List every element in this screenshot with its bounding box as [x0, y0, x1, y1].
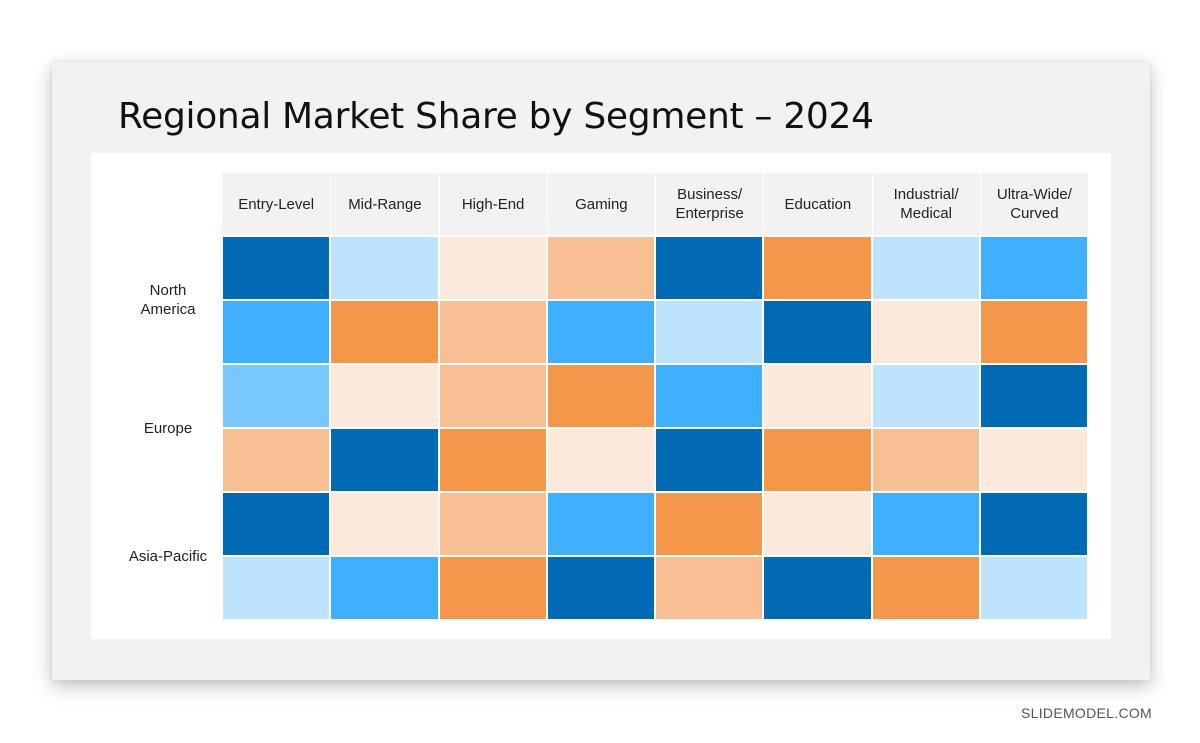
column-header: Entry-Level: [222, 173, 331, 235]
heatmap-cell: [871, 428, 980, 492]
heatmap-cell: [546, 492, 655, 556]
heatmap-cell: [979, 492, 1088, 556]
column-header-label: High-End: [461, 195, 525, 213]
heatmap-cell: [546, 428, 655, 492]
row-label-text: Europe: [143, 419, 193, 437]
heatmap-cell: [979, 236, 1088, 300]
heatmap-cell: [655, 492, 764, 556]
heatmap-cell: [222, 236, 331, 300]
column-header-label: Education: [784, 195, 852, 213]
heatmap-cell: [438, 364, 547, 428]
heatmap-cell: [330, 364, 439, 428]
heatmap-cell: [330, 300, 439, 364]
heatmap-cell: [222, 300, 331, 364]
column-header-label: Business/ Enterprise: [675, 186, 744, 222]
heatmap-cell: [763, 300, 872, 364]
heatmap-cell: [871, 236, 980, 300]
row-label-text: North America: [140, 282, 196, 318]
row-label-text: Asia-Pacific: [128, 547, 208, 565]
heatmap-cell: [655, 556, 764, 620]
heatmap-cell: [222, 364, 331, 428]
heatmap-cell: [655, 428, 764, 492]
column-header-label: Entry-Level: [238, 195, 315, 213]
column-header-label: Gaming: [575, 195, 628, 213]
heatmap-cell: [979, 364, 1088, 428]
heatmap-cell: [438, 236, 547, 300]
heatmap-cell: [871, 492, 980, 556]
column-header: Gaming: [547, 173, 655, 235]
heatmap-cell: [222, 556, 331, 620]
heatmap-cell: [763, 556, 872, 620]
watermark: SLIDEMODEL.COM: [1021, 705, 1152, 721]
column-header-label: Ultra-Wide/ Curved: [996, 186, 1072, 222]
heatmap-cell: [655, 300, 764, 364]
heatmap-cell: [330, 556, 439, 620]
row-label: North America: [108, 236, 228, 364]
heatmap-cell: [871, 300, 980, 364]
column-header: Ultra-Wide/ Curved: [980, 173, 1088, 235]
heatmap-cell: [438, 428, 547, 492]
column-header: High-End: [439, 173, 547, 235]
heatmap-cell: [871, 364, 980, 428]
heatmap-cell: [763, 364, 872, 428]
heatmap-cell: [655, 364, 764, 428]
column-header: Business/ Enterprise: [656, 173, 764, 235]
heatmap-cell: [222, 428, 331, 492]
row-label: Asia-Pacific: [108, 492, 228, 620]
heatmap-cell: [330, 492, 439, 556]
row-label: Europe: [108, 364, 228, 492]
heatmap-cell: [546, 236, 655, 300]
heatmap-cell: [546, 556, 655, 620]
heatmap-cell: [763, 492, 872, 556]
heatmap-cell: [979, 556, 1088, 620]
column-header: Industrial/ Medical: [872, 173, 980, 235]
heatmap-cell: [979, 300, 1088, 364]
heatmap-cell: [330, 236, 439, 300]
heatmap-cell: [438, 300, 547, 364]
heatmap-cell: [438, 492, 547, 556]
heatmap-cell: [655, 236, 764, 300]
heatmap-cell: [222, 492, 331, 556]
column-header: Education: [764, 173, 872, 235]
heatmap-cell: [438, 556, 547, 620]
column-header: Mid-Range: [331, 173, 439, 235]
heatmap-cell: [763, 428, 872, 492]
chart-title: Regional Market Share by Segment – 2024: [118, 96, 874, 137]
heatmap-cell: [763, 236, 872, 300]
heatmap-cell: [546, 300, 655, 364]
heatmap-cell: [871, 556, 980, 620]
heatmap-cell: [330, 428, 439, 492]
heatmap-cell: [546, 364, 655, 428]
heatmap-cell: [979, 428, 1088, 492]
column-header-label: Mid-Range: [348, 195, 422, 213]
column-header-label: Industrial/ Medical: [893, 186, 959, 222]
